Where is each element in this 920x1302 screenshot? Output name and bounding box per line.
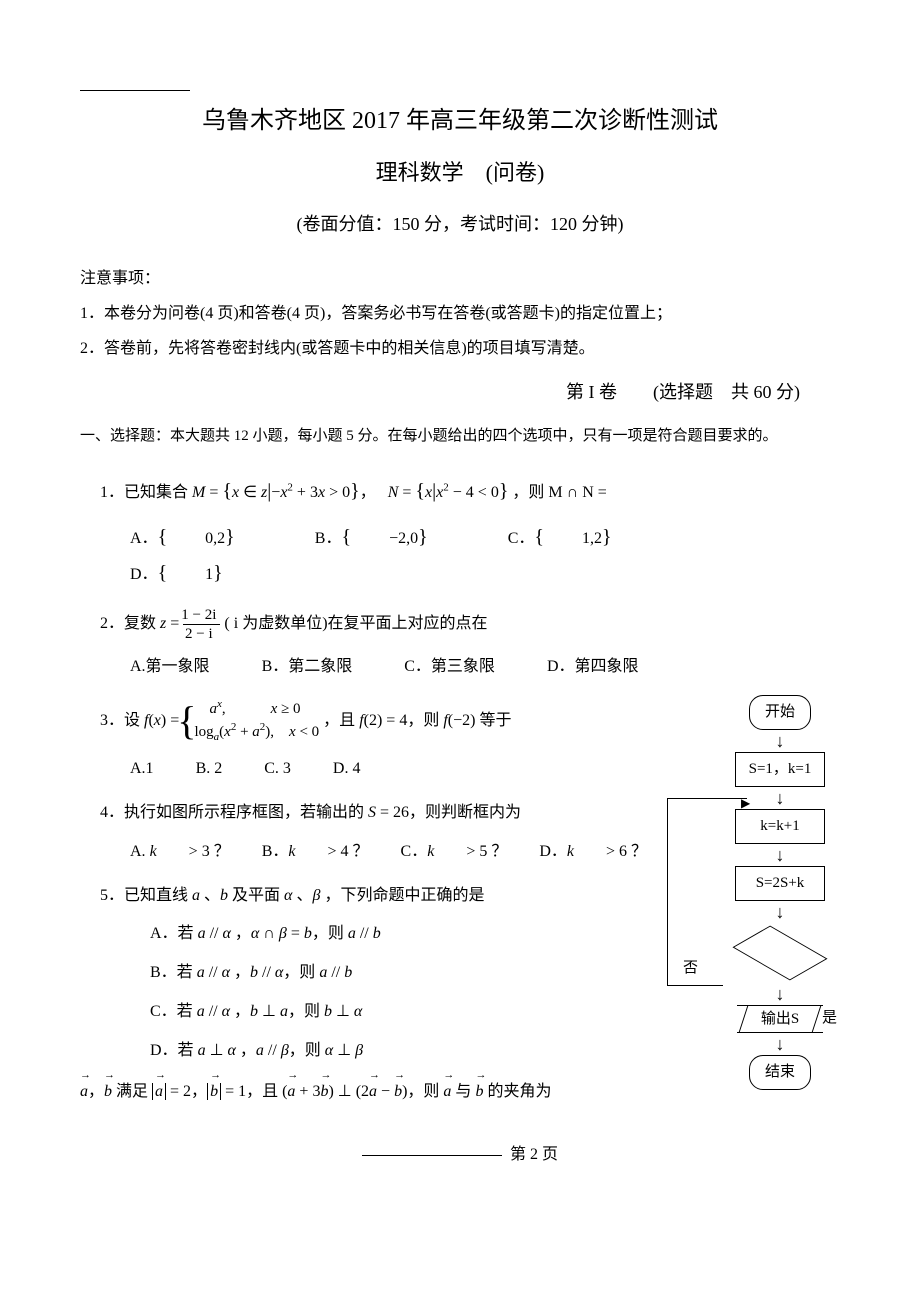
q4-opt-a: A. k > 3 ？	[130, 838, 230, 867]
q2-post: ( i 为虚数单位)在复平面上对应的点在	[224, 615, 487, 632]
q1-opt-b: B．{−2,0}	[315, 519, 466, 555]
arrow-down-icon: ↓	[705, 732, 855, 750]
notice-item-1: 1．本卷分为问卷(4 页)和答卷(4 页)，答案务必书写在答卷(或答题卡)的指定…	[80, 300, 840, 329]
notice-item-2: 2．答卷前，先将答卷密封线内(或答题卡中的相关信息)的项目填写清楚。	[80, 335, 840, 364]
q2-options: A.第一象限 B．第二象限 C．第三象限 D．第四象限	[130, 653, 840, 682]
q2-num: 1 − 2i	[183, 606, 220, 625]
q2-opt-a: A.第一象限	[130, 653, 210, 682]
fc-loop-line-bot	[667, 985, 723, 986]
fc-init: S=1，k=1	[735, 752, 825, 787]
footer-page: 第 2 页	[510, 1146, 558, 1163]
q3-mid: ，且 f(2) = 4，则 f(−2) 等于	[323, 712, 511, 729]
page-title: 乌鲁木齐地区 2017 年高三年级第二次诊断性测试	[80, 100, 840, 143]
q3-opt-a: A.1	[130, 755, 154, 784]
part1-intro: 一、选择题：本大题共 12 小题，每小题 5 分。在每小题给出的四个选项中，只有…	[80, 420, 840, 453]
arrow-down-icon: ↓	[705, 1035, 855, 1053]
top-rule	[80, 90, 190, 91]
fc-loop-line-v	[667, 798, 668, 985]
arrow-down-icon: ↓	[705, 985, 855, 1003]
q3-opt-c: C. 3	[264, 755, 291, 784]
fc-loop-arrow-icon: ▶	[741, 793, 750, 815]
q3-opt-d: D. 4	[333, 755, 361, 784]
q1-options: A．{0,2} B．{−2,0} C．{1,2} D．{1}	[130, 519, 840, 591]
fc-step2: S=2S+k	[735, 866, 825, 901]
q4-opt-c: C．k > 5 ？	[401, 838, 508, 867]
q3-opt-b: B. 2	[196, 755, 223, 784]
fc-output: 输出S	[737, 1005, 823, 1033]
q4-opt-b: B．k > 4 ？	[262, 838, 369, 867]
q1-opt-a: A．{0,2}	[130, 519, 273, 555]
q1-opt-c: C．{1,2}	[508, 519, 650, 555]
q2-opt-b: B．第二象限	[262, 653, 353, 682]
notice-heading: 注意事项：	[80, 265, 840, 294]
fc-label-no: 否	[683, 955, 698, 982]
fc-decision	[735, 923, 825, 983]
page-footer: 第 2 页	[80, 1141, 840, 1170]
q3-pre: 3．设	[100, 712, 144, 729]
fc-label-yes: 是	[822, 1005, 837, 1032]
q2-pre: 2．复数	[100, 615, 160, 632]
q2-opt-d: D．第四象限	[547, 653, 639, 682]
q2-opt-c: C．第三象限	[404, 653, 495, 682]
question-2: 2．复数 z = 1 − 2i2 − i ( i 为虚数单位)在复平面上对应的点…	[106, 606, 840, 643]
q1-opt-d: D．{1}	[130, 555, 261, 591]
flowchart: ▶ 否 开始 ↓ S=1，k=1 ↓ k=k+1 ↓ S=2S+k ↓ 是 ↓ …	[705, 695, 855, 1090]
fc-end: 结束	[749, 1055, 811, 1090]
q1-post: ，则 M ∩ N =	[512, 484, 606, 501]
page-subtitle: 理科数学 (问卷)	[80, 153, 840, 193]
arrow-down-icon: ↓	[705, 846, 855, 864]
fc-loop-line-top	[667, 798, 747, 799]
q4-opt-d: D．k > 6 ？	[539, 838, 647, 867]
q1-pre: 1．已知集合	[100, 484, 192, 501]
fc-start: 开始	[749, 695, 811, 730]
question-1: 1．已知集合 M = {x ∈ z|−x2 + 3x > 0}， N = {x|…	[106, 473, 840, 509]
arrow-down-icon: ↓	[705, 903, 855, 921]
footer-rule	[362, 1155, 502, 1156]
q2-den: 2 − i	[183, 625, 220, 643]
page-sub: (卷面分值：150 分，考试时间：120 分钟)	[80, 208, 840, 240]
part1-title: 第 I 卷 (选择题 共 60 分)	[80, 376, 840, 408]
